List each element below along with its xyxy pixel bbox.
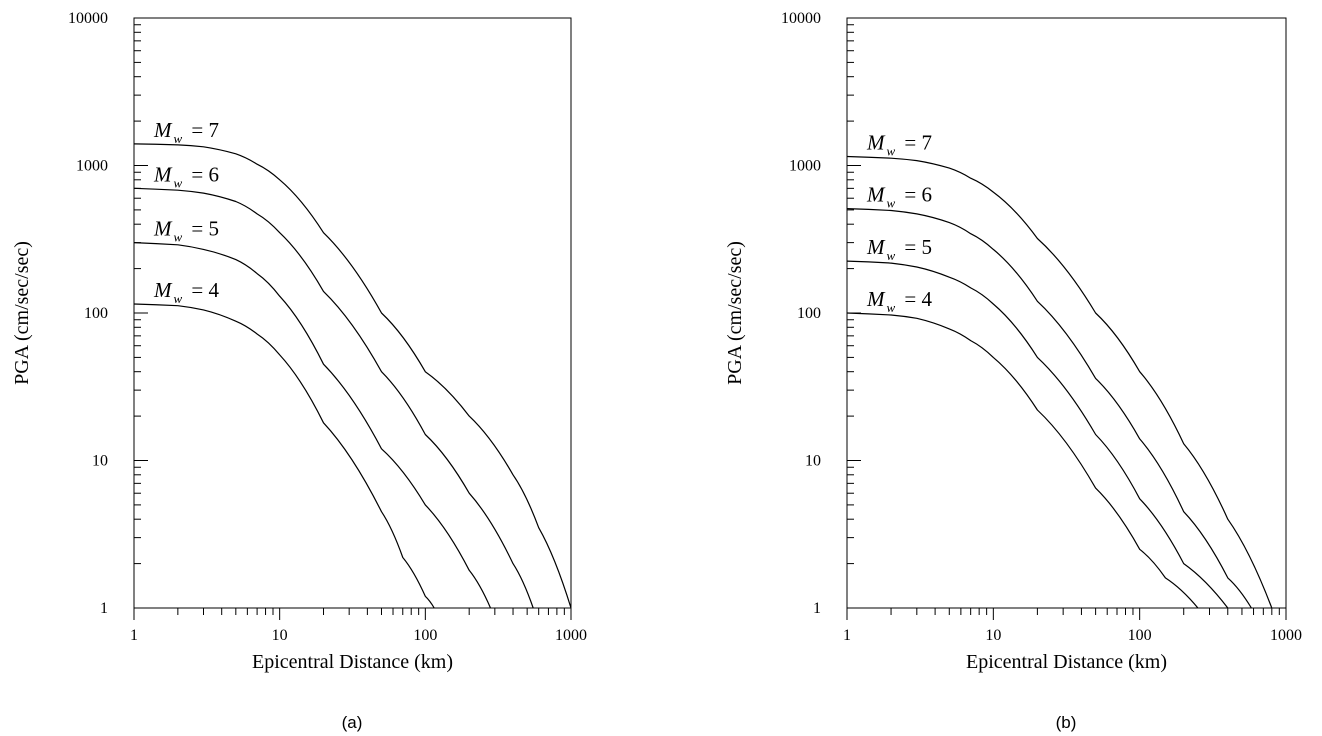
series-line [133, 303, 435, 609]
plot-frame [846, 17, 1287, 609]
series-line [846, 312, 1199, 609]
y-axis-title: PGA (cm/sec/sec) [724, 241, 746, 385]
x-axis-title: Epicentral Distance (km) [252, 651, 453, 673]
series-line [133, 187, 534, 609]
panel-label: (a) [342, 713, 363, 732]
series-line [846, 208, 1252, 609]
series-line [846, 260, 1229, 609]
y-tick-label: 100 [84, 305, 108, 322]
y-tick-label: 100 [797, 305, 821, 322]
x-tick-label: 1000 [555, 627, 587, 644]
chart-panel-b: 1 10 100 1000 1 10 100 1000 10000 Epicentral Dist… [724, 10, 1302, 732]
y-tick-label: 10000 [781, 10, 821, 27]
y-tick-label: 10 [805, 453, 821, 470]
panel-label: (b) [1056, 713, 1077, 732]
y-tick-label: 1000 [789, 158, 821, 175]
series-line [133, 242, 492, 609]
plot-frame [133, 17, 572, 609]
y-tick-label: 10000 [68, 10, 108, 27]
x-tick-label: 1 [130, 627, 138, 644]
y-tick-label: 1 [813, 600, 821, 617]
chart-panel-a: 1 10 100 1000 1 10 100 1000 10000 Epicentral Dist… [11, 10, 587, 732]
y-tick-label: 1000 [76, 158, 108, 175]
x-tick-label: 100 [1128, 627, 1152, 644]
y-axis-title: PGA (cm/sec/sec) [11, 241, 33, 385]
series-line [846, 155, 1273, 609]
x-tick-label: 100 [413, 627, 437, 644]
x-tick-label: 1000 [1270, 627, 1302, 644]
y-tick-label: 10 [92, 453, 108, 470]
y-tick-label: 1 [100, 600, 108, 617]
x-tick-label: 10 [985, 627, 1001, 644]
x-axis-title: Epicentral Distance (km) [966, 651, 1167, 673]
x-tick-label: 10 [272, 627, 288, 644]
x-tick-label: 1 [843, 627, 851, 644]
series-line [133, 143, 572, 609]
